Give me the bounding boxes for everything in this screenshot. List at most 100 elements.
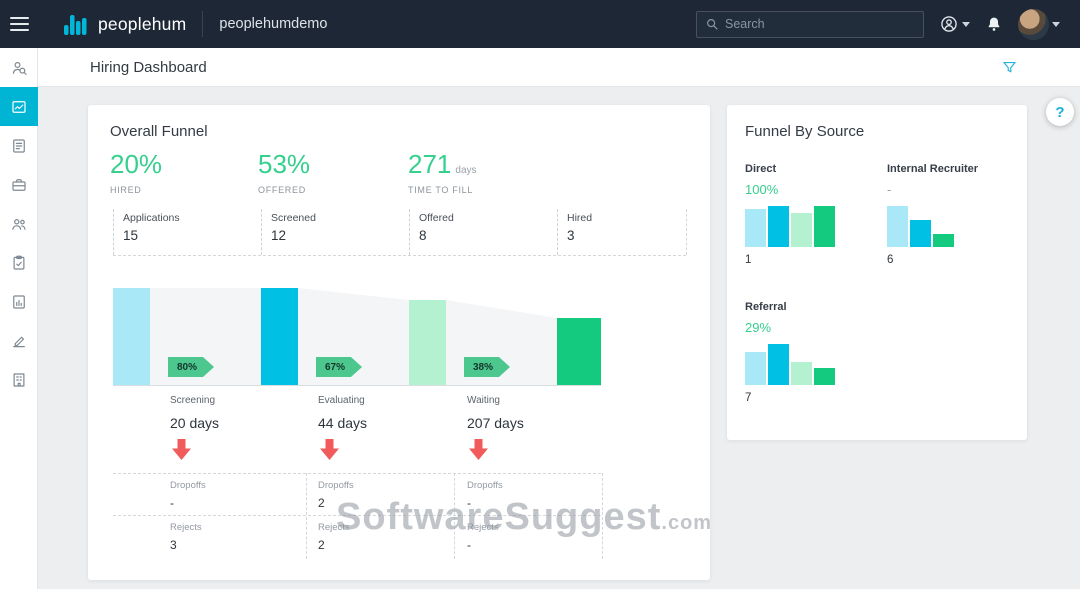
divider	[113, 255, 686, 256]
sidebar-item-dashboard[interactable]	[0, 87, 38, 126]
kpi-value: 20%	[110, 149, 163, 179]
chevron-down-icon	[1052, 21, 1060, 27]
help-button[interactable]: ?	[1046, 98, 1074, 126]
gap-waiting: Waiting 207 days	[467, 395, 597, 431]
topbar-actions	[696, 8, 1060, 40]
global-search	[696, 10, 924, 38]
sidebar-item-organization[interactable]	[0, 360, 38, 399]
filter-button[interactable]	[1001, 59, 1018, 76]
page-title: Hiring Dashboard	[90, 58, 207, 76]
mini-bar	[791, 213, 812, 247]
notifications-button[interactable]	[985, 15, 1003, 34]
gap-duration: 207 days	[467, 415, 524, 431]
clipboard-check-icon	[13, 255, 25, 270]
stage-header-offered: Offered 8	[409, 209, 557, 255]
divider	[454, 473, 455, 559]
report-chart-icon	[13, 294, 25, 309]
sidebar-item-tasks[interactable]	[0, 243, 38, 282]
brand-logo[interactable]: peoplehum	[64, 13, 186, 35]
dropoffs-value: 2	[318, 496, 325, 510]
gap-evaluating: Evaluating 44 days	[318, 395, 448, 431]
conversion-badge: 38%	[464, 357, 510, 377]
rejects-label: Rejects	[467, 522, 499, 533]
source-name: Direct	[745, 163, 777, 175]
kpi-value: 53%	[258, 149, 311, 179]
profile-menu-button[interactable]	[1018, 8, 1060, 40]
sidebar-item-people[interactable]	[0, 204, 38, 243]
stage-name: Applications	[123, 212, 180, 224]
divider	[686, 209, 687, 255]
mini-bar	[745, 209, 766, 247]
mini-bar	[745, 352, 766, 385]
dropoff-arrow-icon	[469, 439, 488, 460]
rejects-value: 3	[170, 538, 177, 552]
bell-icon	[988, 17, 1000, 31]
mini-bar	[768, 344, 789, 385]
chevron-down-icon	[962, 21, 970, 27]
rejects-label: Rejects	[170, 522, 202, 533]
sidebar-item-reports[interactable]	[0, 282, 38, 321]
divider	[602, 473, 603, 559]
funnel-bar-screened	[261, 288, 298, 385]
sidebar-item-newsfeed[interactable]	[0, 126, 38, 165]
stage-count: 15	[123, 228, 139, 243]
source-rate: 100%	[745, 182, 779, 197]
stage-name: Offered	[419, 212, 454, 224]
hamburger-menu-icon[interactable]	[10, 9, 40, 39]
source-internal-recruiter: Internal Recruiter - 6	[887, 163, 1022, 266]
kpi-label: OFFERED	[258, 185, 306, 196]
gap-duration: 44 days	[318, 415, 368, 431]
brand-name: peoplehum	[98, 13, 187, 34]
mini-bar	[814, 206, 835, 247]
mini-bar	[768, 206, 789, 247]
stage-header-applications: Applications 15	[113, 209, 261, 255]
gap-screening: Screening 20 days	[170, 395, 300, 431]
briefcase-icon	[12, 178, 26, 191]
stage-name: Hired	[567, 212, 593, 224]
page-header: Hiring Dashboard	[38, 48, 1080, 87]
mini-bar	[791, 362, 812, 385]
rejects-value: 2	[318, 538, 325, 552]
kpi-label: TIME TO FILL	[408, 185, 474, 196]
workspace-name: peoplehumdemo	[219, 16, 328, 32]
search-icon	[707, 19, 718, 30]
gap-duration: 20 days	[170, 415, 220, 431]
funnel-bar-applications	[113, 288, 150, 385]
gap-phase: Waiting	[467, 395, 500, 406]
source-referral: Referral 29% 7	[745, 301, 880, 404]
kpi-value: 271	[408, 149, 452, 179]
sidebar-item-jobs[interactable]	[0, 165, 38, 204]
stage-count: 8	[419, 228, 427, 243]
user-circle-icon	[941, 16, 957, 32]
rejects-label: Rejects	[318, 522, 350, 533]
conversion-badge: 80%	[168, 357, 214, 377]
gap-phase: Evaluating	[318, 395, 365, 406]
stage-header-hired: Hired 3	[557, 209, 705, 255]
source-name: Internal Recruiter	[887, 163, 979, 175]
source-count: 6	[887, 254, 894, 266]
dropoff-arrow-icon	[320, 439, 339, 460]
chart-baseline	[113, 385, 601, 386]
user-switch-button[interactable]	[939, 14, 970, 34]
stage-header-screened: Screened 12	[261, 209, 409, 255]
sidebar-item-offers[interactable]	[0, 321, 38, 360]
people-icon	[12, 218, 26, 230]
search-input[interactable]	[725, 17, 915, 31]
logo-bars-icon	[64, 15, 87, 35]
source-direct: Direct 100% 1	[745, 163, 880, 266]
kpi-offered: 53% OFFERED	[258, 149, 314, 195]
card-title: Overall Funnel	[110, 123, 208, 140]
dropoffs-value: -	[170, 496, 174, 510]
kpi-unit: days	[455, 165, 477, 176]
sidebar-item-candidate-search[interactable]	[0, 48, 38, 87]
stage-count: 3	[567, 228, 575, 243]
kpi-label: HIRED	[110, 185, 142, 196]
kpi-hired: 20% HIRED	[110, 149, 166, 195]
funnel-by-source-card: Funnel By Source Direct 100% 1 Internal …	[727, 105, 1027, 440]
stage-name: Screened	[271, 212, 316, 224]
sidebar	[0, 48, 38, 589]
rejects-value: -	[467, 538, 471, 552]
mini-bar	[814, 368, 835, 385]
building-icon	[13, 372, 25, 387]
newsfeed-icon	[13, 138, 25, 153]
